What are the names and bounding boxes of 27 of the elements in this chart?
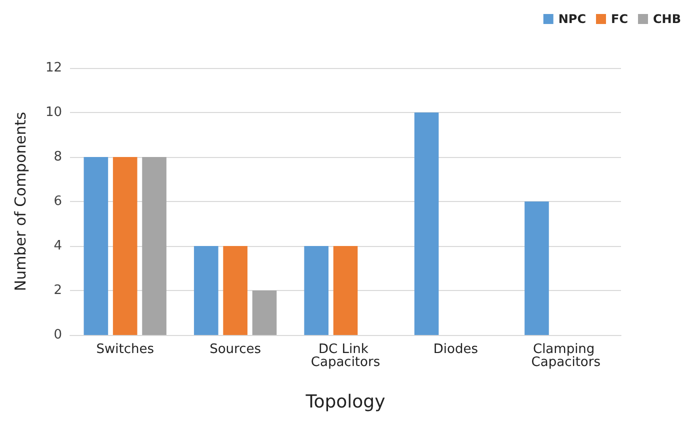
y-tick-label: 0 xyxy=(54,328,62,342)
bar xyxy=(252,290,277,335)
y-tick-label: 12 xyxy=(45,60,62,76)
bar xyxy=(142,157,166,335)
legend-label: FC xyxy=(611,12,628,26)
bar xyxy=(524,202,549,335)
x-tick-label: DC Link Capacitors xyxy=(310,342,380,370)
y-tick-label: 8 xyxy=(54,150,62,164)
bar xyxy=(304,246,328,335)
bar xyxy=(112,157,138,335)
y-tick-label: 10 xyxy=(45,105,62,120)
y-tick-label: 6 xyxy=(54,194,62,209)
y-axis-title: Number of Components xyxy=(12,112,30,292)
x-tick-label: Clamping Capacitors xyxy=(531,342,601,370)
bar xyxy=(84,157,108,335)
x-tick-label: Sources xyxy=(210,342,262,357)
bar xyxy=(194,246,218,335)
bar xyxy=(333,246,358,335)
y-tick-label: 2 xyxy=(54,283,62,298)
x-axis-title: Topology xyxy=(304,392,386,412)
legend-label: NPC xyxy=(558,12,586,26)
x-tick-label: Switches xyxy=(96,342,154,357)
y-tick-label: 4 xyxy=(54,238,62,254)
bar xyxy=(223,246,248,335)
bar xyxy=(414,112,439,335)
legend-label: CHB xyxy=(653,12,682,26)
x-tick-label: Diodes xyxy=(433,342,478,357)
